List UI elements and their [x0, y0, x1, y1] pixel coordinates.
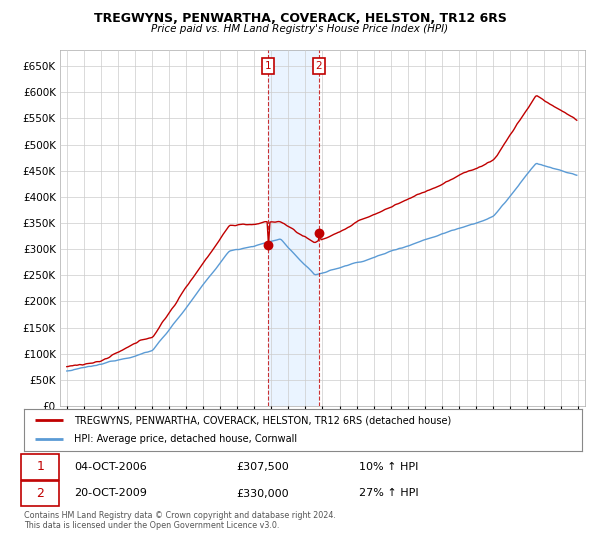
FancyBboxPatch shape [21, 480, 59, 506]
Bar [268, 50, 319, 406]
Text: £330,000: £330,000 [236, 488, 289, 498]
Text: 04-OCT-2006: 04-OCT-2006 [74, 462, 147, 472]
Text: 1: 1 [265, 61, 271, 71]
Point [314, 229, 324, 238]
FancyBboxPatch shape [21, 454, 59, 480]
Text: 10% ↑ HPI: 10% ↑ HPI [359, 462, 418, 472]
Text: HPI: Average price, detached house, Cornwall: HPI: Average price, detached house, Corn… [74, 435, 298, 445]
Text: Price paid vs. HM Land Registry's House Price Index (HPI): Price paid vs. HM Land Registry's House … [151, 24, 449, 34]
Point [263, 241, 272, 250]
Text: Contains HM Land Registry data © Crown copyright and database right 2024.
This d: Contains HM Land Registry data © Crown c… [24, 511, 336, 530]
Text: 27% ↑ HPI: 27% ↑ HPI [359, 488, 418, 498]
Text: 2: 2 [316, 61, 322, 71]
Text: £307,500: £307,500 [236, 462, 289, 472]
Text: 20-OCT-2009: 20-OCT-2009 [74, 488, 147, 498]
Text: TREGWYNS, PENWARTHA, COVERACK, HELSTON, TR12 6RS: TREGWYNS, PENWARTHA, COVERACK, HELSTON, … [94, 12, 506, 25]
Text: TREGWYNS, PENWARTHA, COVERACK, HELSTON, TR12 6RS (detached house): TREGWYNS, PENWARTHA, COVERACK, HELSTON, … [74, 415, 451, 425]
Text: 2: 2 [36, 487, 44, 500]
Text: 1: 1 [36, 460, 44, 473]
